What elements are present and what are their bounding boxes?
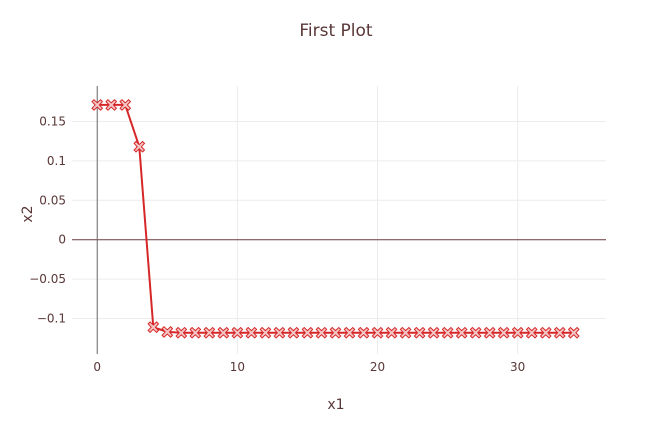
chart-title: First Plot (299, 21, 373, 41)
marker-layer (91, 99, 580, 339)
data-point-marker (553, 326, 566, 339)
x-axis-label: x1 (327, 397, 344, 413)
data-point-marker (427, 326, 440, 339)
data-point-marker (371, 326, 384, 339)
x-tick-label: 30 (510, 360, 525, 374)
data-point-marker (525, 326, 538, 339)
data-point-marker (343, 326, 356, 339)
data-point-marker (287, 326, 300, 339)
data-point-marker (399, 326, 412, 339)
data-point-marker (567, 326, 580, 339)
grid (72, 86, 606, 354)
x-tick-label: 0 (93, 360, 101, 374)
data-point-marker (469, 326, 482, 339)
tick-labels: 0 10 20 30 −0.1 −0.05 0 0.05 0.1 0.15 (29, 114, 525, 374)
data-point-marker (91, 99, 104, 111)
data-point-marker (385, 326, 398, 339)
data-point-marker (231, 326, 244, 339)
axes (72, 86, 606, 354)
data-point-marker (119, 99, 132, 111)
data-point-marker (413, 326, 426, 339)
data-point-marker (301, 326, 314, 339)
y-axis-label: x2 (20, 205, 36, 222)
x-tick-label: 10 (230, 360, 245, 374)
data-point-marker (105, 99, 118, 111)
data-point-marker (217, 326, 230, 339)
y-tick-label: −0.1 (37, 312, 66, 326)
data-point-marker (203, 326, 216, 339)
data-point-marker (133, 140, 146, 153)
data-point-marker (315, 326, 328, 339)
y-tick-label: −0.05 (29, 272, 66, 286)
data-point-marker (455, 326, 468, 339)
data-point-marker (189, 326, 202, 339)
data-point-marker (175, 326, 188, 339)
data-point-marker (147, 321, 160, 334)
data-point-marker (539, 326, 552, 339)
y-tick-label: 0.1 (47, 154, 66, 168)
data-point-marker (357, 326, 370, 339)
data-point-marker (441, 326, 454, 339)
y-tick-label: 0.15 (39, 114, 66, 128)
x-tick-label: 20 (370, 360, 385, 374)
data-point-marker (329, 326, 342, 339)
data-point-marker (497, 326, 510, 339)
y-tick-label: 0 (58, 233, 66, 247)
data-point-marker (511, 326, 524, 339)
data-point-marker (259, 326, 272, 339)
data-point-marker (161, 326, 174, 338)
data-point-marker (245, 326, 258, 339)
data-point-marker (273, 326, 286, 339)
data-point-marker (483, 326, 496, 339)
y-tick-label: 0.05 (39, 193, 66, 207)
